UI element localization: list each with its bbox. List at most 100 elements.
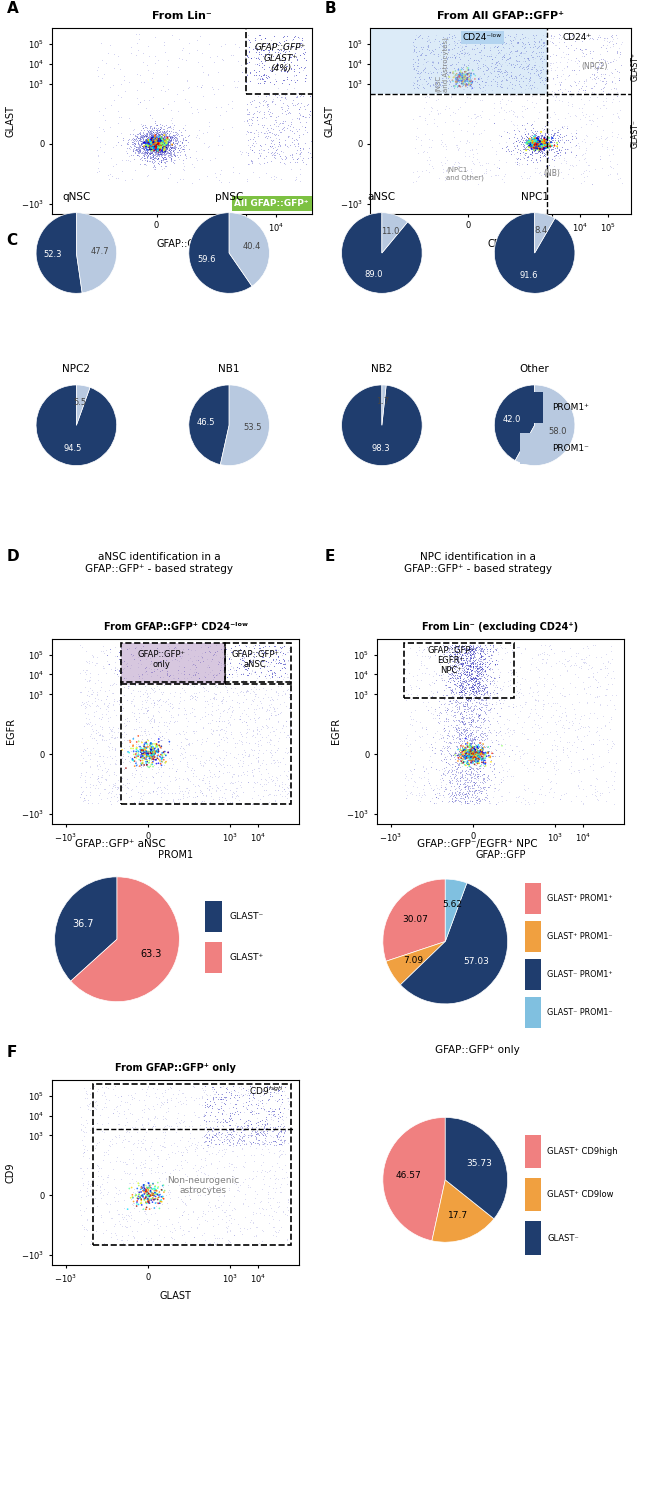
Point bbox=[462, 157, 472, 181]
Point bbox=[608, 792, 619, 815]
Point bbox=[532, 134, 543, 157]
Point bbox=[602, 34, 612, 58]
Point bbox=[111, 166, 121, 190]
Point bbox=[475, 713, 486, 737]
Point bbox=[88, 774, 98, 797]
Point bbox=[592, 714, 603, 738]
Point bbox=[473, 676, 483, 699]
Point bbox=[136, 1181, 146, 1204]
Point bbox=[129, 1209, 140, 1233]
Point bbox=[444, 692, 454, 716]
Point bbox=[489, 652, 500, 676]
Point bbox=[571, 37, 581, 61]
Point bbox=[276, 1172, 286, 1195]
Point bbox=[527, 129, 538, 153]
Point bbox=[159, 135, 170, 159]
Point bbox=[150, 1160, 160, 1184]
Point bbox=[174, 138, 184, 162]
Point bbox=[137, 738, 148, 762]
Point bbox=[462, 692, 473, 716]
Point bbox=[438, 46, 448, 70]
Point bbox=[198, 784, 208, 808]
Point bbox=[267, 1102, 278, 1126]
Point bbox=[77, 1170, 88, 1194]
Point bbox=[170, 125, 181, 148]
Point bbox=[156, 140, 166, 163]
Point bbox=[549, 33, 560, 56]
Point bbox=[433, 42, 443, 65]
Point bbox=[213, 61, 223, 85]
Point bbox=[574, 49, 584, 73]
Point bbox=[177, 116, 188, 140]
Point bbox=[536, 55, 547, 79]
Point bbox=[142, 1075, 153, 1099]
Point bbox=[262, 1132, 272, 1155]
Point bbox=[604, 711, 614, 735]
Point bbox=[408, 160, 418, 184]
Point bbox=[129, 790, 139, 814]
Point bbox=[268, 1129, 279, 1152]
Point bbox=[229, 735, 240, 759]
Point bbox=[469, 114, 479, 138]
Point bbox=[97, 765, 107, 789]
Point bbox=[272, 1123, 283, 1146]
Point bbox=[476, 643, 486, 667]
Point bbox=[452, 639, 462, 662]
Point bbox=[216, 753, 226, 777]
Point bbox=[226, 722, 237, 745]
Point bbox=[534, 134, 545, 157]
Point bbox=[147, 138, 157, 162]
Point bbox=[166, 137, 176, 160]
Point bbox=[457, 726, 467, 750]
Point bbox=[150, 131, 160, 154]
Point bbox=[268, 117, 279, 141]
Point bbox=[107, 719, 117, 742]
Point bbox=[465, 642, 476, 665]
Point bbox=[448, 667, 458, 691]
Point bbox=[443, 790, 453, 814]
Point bbox=[442, 640, 452, 664]
Point bbox=[300, 117, 311, 141]
Point bbox=[442, 25, 452, 49]
Point bbox=[134, 729, 144, 753]
Point bbox=[471, 768, 482, 792]
Point bbox=[491, 637, 501, 661]
Point bbox=[200, 1233, 211, 1256]
Point bbox=[577, 37, 587, 61]
Point bbox=[139, 1124, 150, 1148]
Point bbox=[423, 698, 434, 722]
Point bbox=[135, 126, 146, 150]
Point bbox=[214, 125, 224, 148]
Point bbox=[92, 1111, 103, 1135]
Point bbox=[458, 643, 468, 667]
Point bbox=[138, 738, 148, 762]
Point bbox=[259, 640, 269, 664]
Point bbox=[474, 634, 484, 658]
Point bbox=[155, 79, 166, 102]
Point bbox=[149, 126, 159, 150]
Point bbox=[138, 741, 148, 765]
Point bbox=[545, 720, 555, 744]
Point bbox=[221, 662, 231, 686]
Point bbox=[156, 680, 166, 704]
Point bbox=[249, 674, 259, 698]
Point bbox=[275, 750, 285, 774]
Point bbox=[534, 132, 544, 156]
Point bbox=[465, 699, 476, 723]
Point bbox=[157, 146, 168, 169]
Point bbox=[151, 762, 161, 786]
Point bbox=[133, 92, 144, 116]
Point bbox=[177, 1126, 187, 1149]
Point bbox=[168, 143, 179, 166]
Point bbox=[276, 95, 286, 119]
Point bbox=[231, 1112, 241, 1136]
Point bbox=[443, 734, 454, 757]
Point bbox=[143, 705, 153, 729]
Point bbox=[227, 665, 237, 689]
Point bbox=[273, 1155, 283, 1179]
Point bbox=[239, 1129, 249, 1152]
Point bbox=[150, 135, 160, 159]
Point bbox=[552, 77, 563, 101]
Point bbox=[248, 1160, 258, 1184]
Point bbox=[155, 125, 166, 148]
